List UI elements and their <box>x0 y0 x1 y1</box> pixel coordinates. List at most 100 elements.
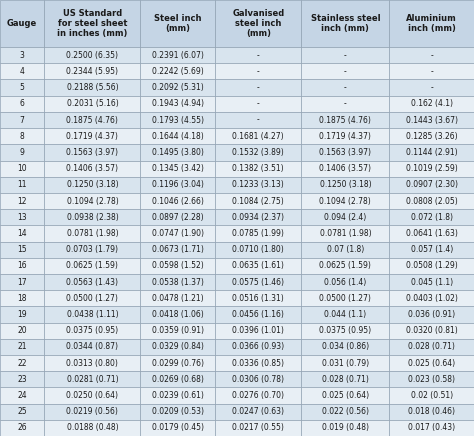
Text: 0.1644 (4.18): 0.1644 (4.18) <box>152 132 204 141</box>
Bar <box>0 144 45 160</box>
Bar <box>389 112 474 128</box>
Text: 0.0508 (1.29): 0.0508 (1.29) <box>406 261 457 270</box>
Text: 0.0375 (0.95): 0.0375 (0.95) <box>319 326 372 335</box>
Text: 0.1532 (3.89): 0.1532 (3.89) <box>232 148 284 157</box>
Text: US Standard
for steel sheet
in inches (mm): US Standard for steel sheet in inches (m… <box>57 9 128 38</box>
Bar <box>0 177 45 193</box>
Bar <box>140 323 215 339</box>
Text: 0.0418 (1.06): 0.0418 (1.06) <box>152 310 204 319</box>
Bar <box>140 420 215 436</box>
Text: 0.022 (0.56): 0.022 (0.56) <box>322 407 369 416</box>
Bar <box>389 290 474 307</box>
Bar <box>45 128 140 144</box>
Bar <box>140 355 215 371</box>
Text: 0.0808 (2.05): 0.0808 (2.05) <box>406 197 457 205</box>
Text: 0.0219 (0.56): 0.0219 (0.56) <box>66 407 118 416</box>
Text: -: - <box>430 83 433 92</box>
Bar <box>0 274 45 290</box>
Bar <box>389 242 474 258</box>
Text: 0.07 (1.8): 0.07 (1.8) <box>327 245 364 254</box>
Bar <box>389 79 474 95</box>
Text: -: - <box>344 67 346 76</box>
Bar <box>140 209 215 225</box>
Bar <box>301 128 389 144</box>
Bar <box>301 112 389 128</box>
Bar <box>45 371 140 388</box>
Bar <box>215 95 301 112</box>
Text: 18: 18 <box>18 294 27 303</box>
Bar <box>215 144 301 160</box>
Text: 24: 24 <box>18 391 27 400</box>
Bar <box>389 339 474 355</box>
Bar <box>45 95 140 112</box>
Text: 0.1144 (2.91): 0.1144 (2.91) <box>406 148 457 157</box>
Text: 0.0710 (1.80): 0.0710 (1.80) <box>232 245 284 254</box>
Bar <box>215 420 301 436</box>
Text: 0.0438 (1.11): 0.0438 (1.11) <box>66 310 118 319</box>
Text: 0.1875 (4.76): 0.1875 (4.76) <box>66 116 118 125</box>
Text: 0.2344 (5.95): 0.2344 (5.95) <box>66 67 118 76</box>
Text: 0.2242 (5.69): 0.2242 (5.69) <box>152 67 204 76</box>
Bar <box>301 47 389 63</box>
Bar <box>215 404 301 420</box>
Text: Galvanised
steel inch
(mm): Galvanised steel inch (mm) <box>232 9 284 38</box>
Text: 0.072 (1.8): 0.072 (1.8) <box>410 213 453 222</box>
Text: 0.0299 (0.76): 0.0299 (0.76) <box>152 358 204 368</box>
Text: 21: 21 <box>18 342 27 351</box>
Text: 0.2092 (5.31): 0.2092 (5.31) <box>152 83 204 92</box>
Text: 0.1345 (3.42): 0.1345 (3.42) <box>152 164 204 173</box>
Text: 0.0209 (0.53): 0.0209 (0.53) <box>152 407 204 416</box>
Text: 0.1285 (3.26): 0.1285 (3.26) <box>406 132 457 141</box>
Text: -: - <box>257 83 260 92</box>
Text: 0.162 (4.1): 0.162 (4.1) <box>410 99 453 108</box>
Text: 23: 23 <box>18 375 27 384</box>
Text: 0.044 (1.1): 0.044 (1.1) <box>324 310 366 319</box>
Text: 0.0938 (2.38): 0.0938 (2.38) <box>66 213 118 222</box>
Text: 0.1046 (2.66): 0.1046 (2.66) <box>152 197 204 205</box>
Text: 0.1094 (2.78): 0.1094 (2.78) <box>319 197 371 205</box>
Bar <box>215 209 301 225</box>
Text: 17: 17 <box>18 278 27 286</box>
Bar <box>140 79 215 95</box>
Text: 0.1382 (3.51): 0.1382 (3.51) <box>232 164 284 173</box>
Bar <box>389 258 474 274</box>
Text: 0.0366 (0.93): 0.0366 (0.93) <box>232 342 284 351</box>
Text: 0.1019 (2.59): 0.1019 (2.59) <box>406 164 457 173</box>
Bar <box>389 209 474 225</box>
Text: 0.1495 (3.80): 0.1495 (3.80) <box>152 148 204 157</box>
Bar <box>301 209 389 225</box>
Text: 0.0239 (0.61): 0.0239 (0.61) <box>152 391 204 400</box>
Bar <box>301 258 389 274</box>
Text: 0.0403 (1.02): 0.0403 (1.02) <box>406 294 457 303</box>
Text: 0.0500 (1.27): 0.0500 (1.27) <box>319 294 371 303</box>
Text: 0.0456 (1.16): 0.0456 (1.16) <box>232 310 284 319</box>
Bar <box>140 258 215 274</box>
Bar <box>215 290 301 307</box>
Text: 0.028 (0.71): 0.028 (0.71) <box>322 375 369 384</box>
Bar <box>45 47 140 63</box>
Text: 0.2188 (5.56): 0.2188 (5.56) <box>66 83 118 92</box>
Text: 0.0188 (0.48): 0.0188 (0.48) <box>66 423 118 433</box>
Text: 0.1196 (3.04): 0.1196 (3.04) <box>152 181 204 189</box>
Text: -: - <box>344 99 346 108</box>
Bar <box>0 63 45 79</box>
Bar <box>45 242 140 258</box>
Bar <box>0 112 45 128</box>
Text: Gauge: Gauge <box>7 19 37 28</box>
Bar <box>140 404 215 420</box>
Bar <box>215 160 301 177</box>
Text: 0.0747 (1.90): 0.0747 (1.90) <box>152 229 204 238</box>
Bar <box>215 323 301 339</box>
Text: 0.018 (0.46): 0.018 (0.46) <box>408 407 455 416</box>
Bar <box>0 79 45 95</box>
Bar <box>389 0 474 47</box>
Bar <box>301 79 389 95</box>
Bar <box>0 225 45 242</box>
Bar <box>0 420 45 436</box>
Text: 0.0934 (2.37): 0.0934 (2.37) <box>232 213 284 222</box>
Text: 0.028 (0.71): 0.028 (0.71) <box>408 342 455 351</box>
Bar <box>0 387 45 404</box>
Text: 0.0635 (1.61): 0.0635 (1.61) <box>232 261 284 270</box>
Text: 0.0575 (1.46): 0.0575 (1.46) <box>232 278 284 286</box>
Text: 0.0625 (1.59): 0.0625 (1.59) <box>66 261 118 270</box>
